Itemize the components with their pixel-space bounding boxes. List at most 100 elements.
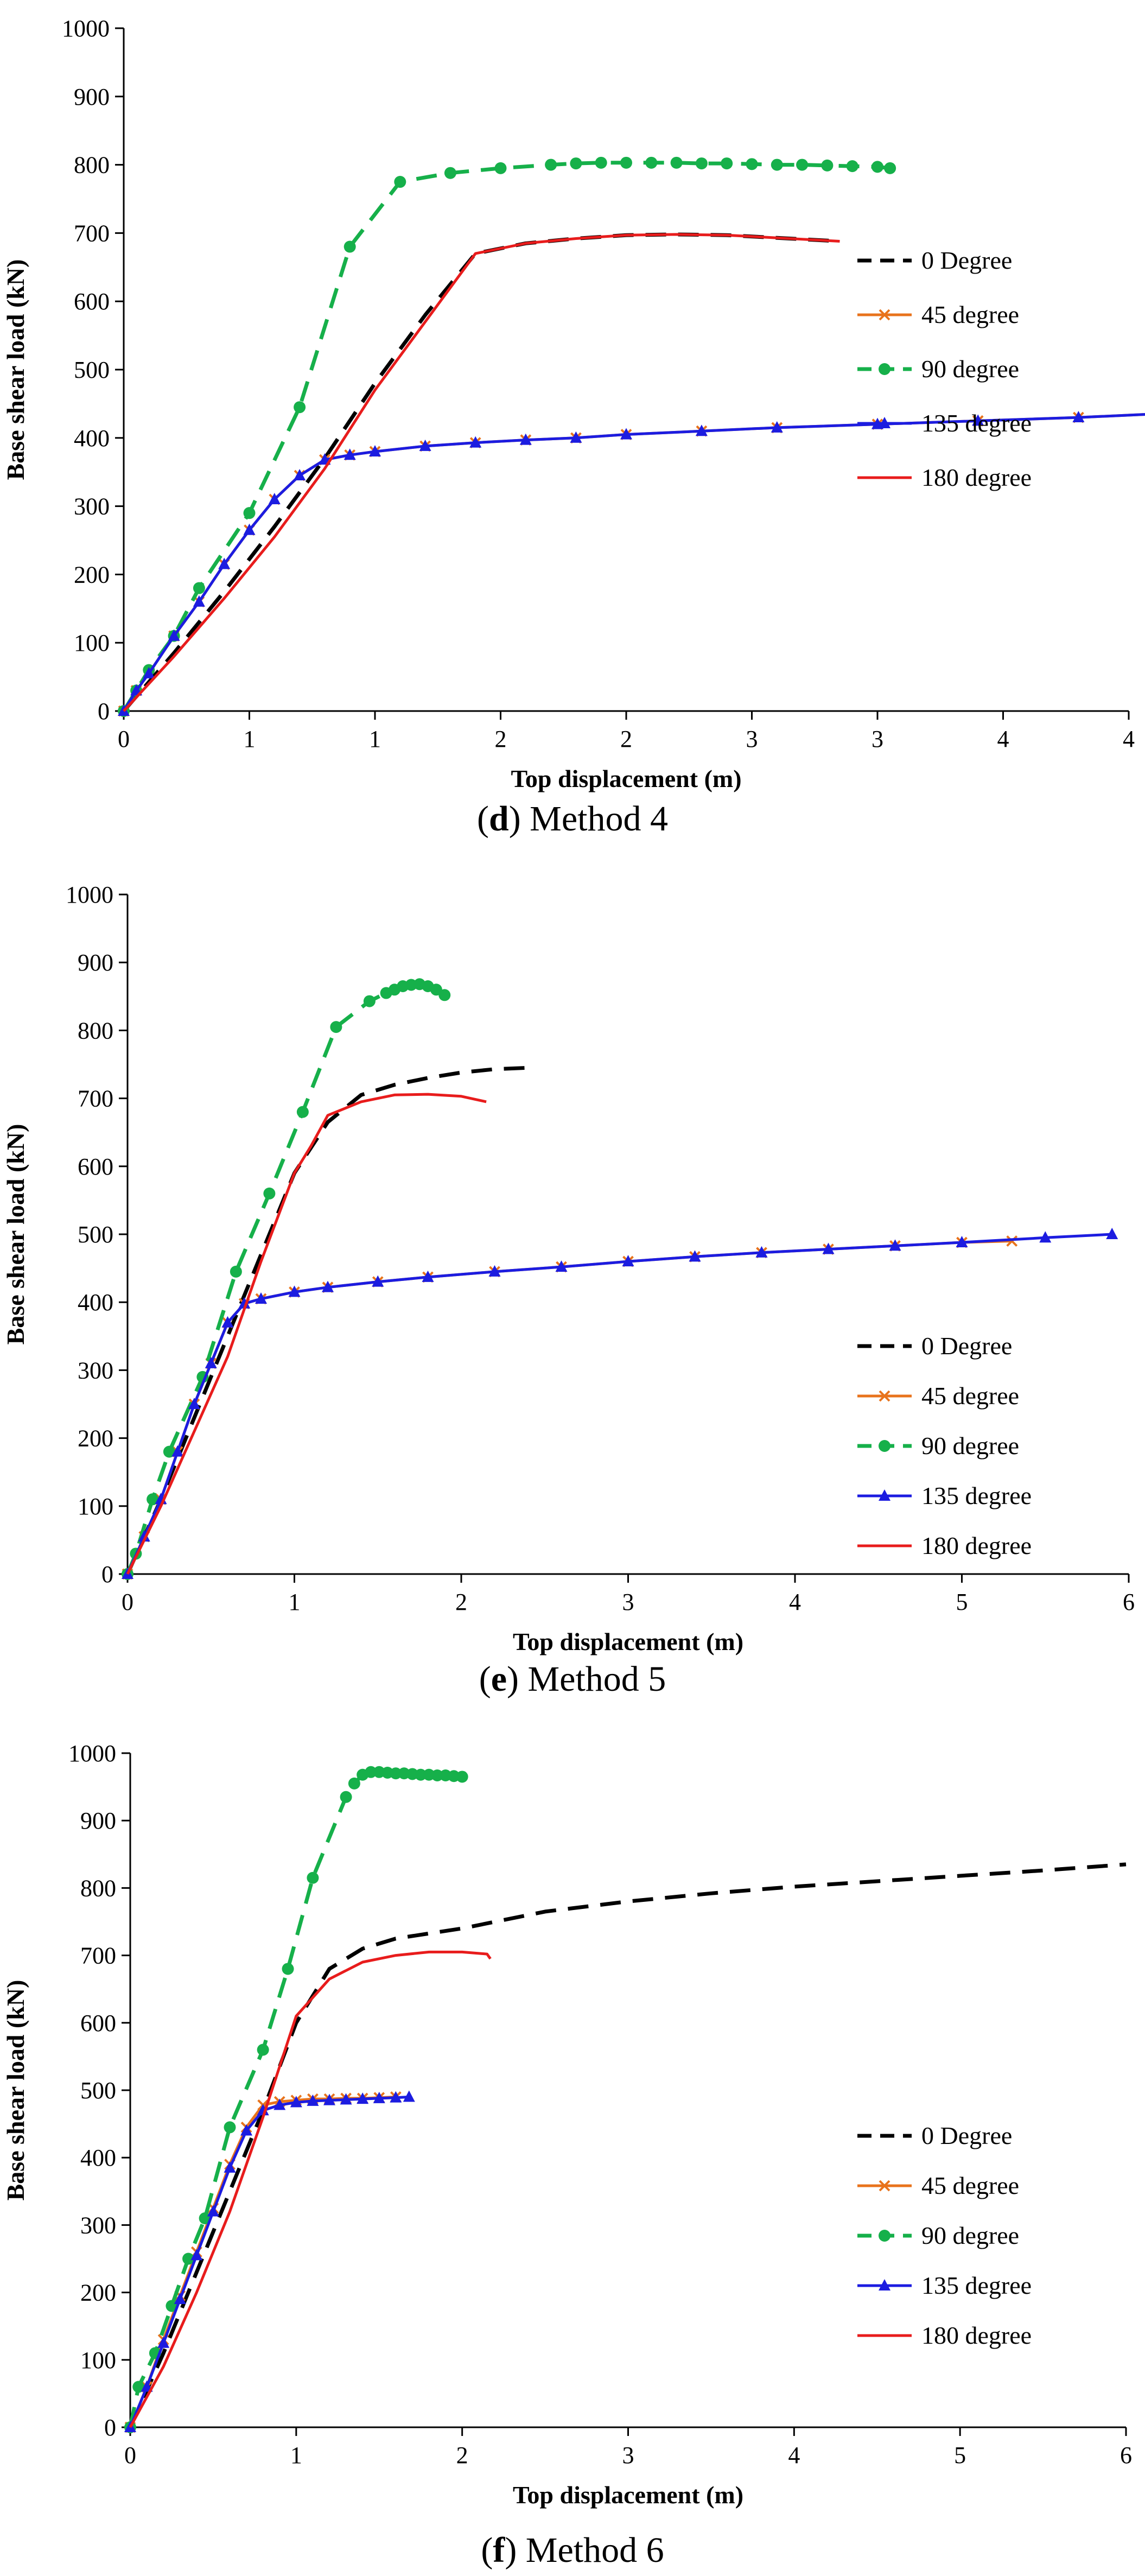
data-point [294,401,306,414]
legend-label: 0 Degree [921,1332,1012,1360]
legend-marker [879,1489,890,1501]
y-tick-label: 0 [104,2414,116,2441]
data-point [344,448,356,460]
legend-marker [879,417,890,428]
x-tick-label: 6 [1123,1589,1135,1615]
data-point [746,158,758,170]
legend-label: 180 degree [921,1532,1032,1559]
x-tick-label: 2 [620,726,632,752]
series-135-degree [118,411,1145,716]
legend-entry: 90 degree [857,1432,1019,1460]
data-point [288,1285,301,1297]
data-point [570,157,582,170]
x-tick-label: 2 [495,726,507,752]
legend-entry: 180 degree [857,464,1032,491]
y-tick-label: 100 [78,1493,113,1520]
data-point [415,1768,427,1781]
data-point [330,1021,342,1033]
y-tick-label: 800 [74,152,110,179]
data-point [290,2096,302,2108]
series-45-degree [118,411,1145,717]
data-point [620,428,632,440]
y-tick-label: 300 [78,1357,113,1384]
y-tick-label: 0 [98,698,110,725]
figure-caption: (e) Method 5 [479,1659,666,1699]
legend-label: 45 degree [921,2172,1019,2199]
legend-entry: 90 degree [857,355,1019,383]
x-tick-label: 3 [622,1589,634,1615]
y-tick-label: 1000 [66,881,113,908]
data-point [282,1963,294,1975]
legend-entry: 135 degree [857,2272,1032,2299]
data-point [821,159,834,172]
y-tick-label: 500 [78,1221,113,1248]
data-point [307,1871,319,1884]
x-axis-title: Top displacement (m) [513,1628,743,1655]
data-point [322,1280,334,1292]
data-point [224,2161,236,2173]
legend-label: 45 degree [921,1382,1019,1410]
legend-label: 180 degree [921,464,1032,491]
legend-entry: 0 Degree [857,2122,1012,2149]
data-point [238,1297,251,1309]
chart-d: 0 100 200 300 400 500 600 700 800 900 1000 0 1 1 2 2 3 3 4… [2,15,1145,839]
y-tick-label: 400 [78,1289,113,1316]
data-point [240,2124,253,2136]
legend-label: 90 degree [921,1432,1019,1460]
y-tick-label: 600 [78,1153,113,1180]
data-point [294,468,306,480]
data-point [147,1493,159,1506]
legend-entry: 45 degree [857,2172,1019,2199]
data-point [622,1255,634,1267]
legend-marker [879,2180,890,2192]
x-tick-label: 0 [122,1589,133,1615]
x-tick-label: 3 [746,726,758,752]
data-point [695,157,708,170]
data-point [555,1260,568,1272]
data-point [243,523,256,535]
legend-label: 90 degree [921,2222,1019,2249]
data-point [570,431,582,443]
series-180-degree [126,1093,487,1575]
x-tick-label: 1 [244,726,256,752]
legend-entry: 0 Degree [857,1332,1012,1360]
y-tick-label: 500 [80,2077,116,2104]
y-tick-label: 800 [80,1875,116,1901]
data-point [221,1316,234,1328]
series-0-degree [125,1065,529,1575]
series-45-degree [122,1235,1018,1580]
series-line [122,161,890,712]
y-tick-label: 100 [74,630,110,656]
legend-label: 135 degree [921,2272,1032,2299]
series-90-degree [118,156,896,717]
data-point [545,158,557,171]
data-point [469,436,482,448]
data-point [193,595,205,607]
data-point [620,156,632,169]
legend-entry: 180 degree [857,2321,1032,2349]
data-point [255,1292,267,1304]
data-point [323,2093,335,2105]
data-point [444,167,456,179]
data-point [230,1265,242,1278]
data-point [348,1777,360,1790]
data-point [168,629,180,641]
y-tick-label: 1000 [68,1740,116,1767]
y-tick-label: 700 [74,220,110,246]
legend-marker [879,2279,890,2291]
data-point [373,2091,385,2103]
data-point [205,1356,217,1368]
data-point [872,161,883,173]
data-point [138,1530,150,1542]
series-0-degree [128,1862,1127,2428]
data-point [296,1106,309,1118]
series-line [125,1065,529,1575]
data-point [263,1187,276,1200]
y-tick-label: 1000 [62,15,110,42]
series-line [129,2095,396,2428]
data-point [390,1767,402,1780]
data-point [268,493,281,505]
x-tick-label: 1 [290,2442,302,2469]
data-point [889,1239,901,1251]
